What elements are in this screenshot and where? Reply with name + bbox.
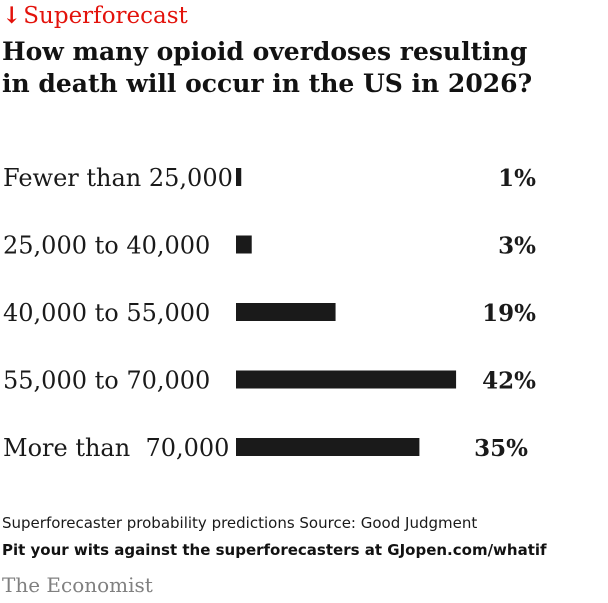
category-label: 25,000 to 40,000 — [3, 232, 210, 260]
category-label: 55,000 to 70,000 — [3, 367, 210, 395]
value-label: 19% — [482, 300, 536, 327]
category-label: More than 70,000 — [3, 434, 229, 462]
kicker: ↓Superforecast — [2, 2, 188, 29]
value-label: 42% — [482, 368, 536, 395]
value-label: 3% — [498, 233, 536, 260]
kicker-label: Superforecast — [23, 3, 188, 29]
bar — [236, 370, 457, 389]
bar-chart: Fewer than 25,000 1% 25,000 to 40,000 3% 40,… — [3, 164, 536, 462]
bar — [236, 168, 242, 186]
brand-logo: The Economist — [2, 573, 153, 597]
category-label: Fewer than 25,000 — [3, 164, 233, 192]
category-label: 40,000 to 55,000 — [3, 299, 210, 327]
chart-title: How many opioid overdoses resulting in d… — [2, 37, 533, 98]
source-note: Superforecaster probability predictions … — [2, 514, 478, 532]
bar — [236, 303, 336, 321]
arrow-down-icon: ↓ — [2, 2, 22, 29]
bar — [236, 235, 252, 254]
value-label: 1% — [498, 165, 536, 192]
bar — [236, 438, 420, 456]
value-label: 35% — [474, 435, 528, 462]
cta-line: Pit your wits against the superforecaste… — [2, 541, 547, 559]
